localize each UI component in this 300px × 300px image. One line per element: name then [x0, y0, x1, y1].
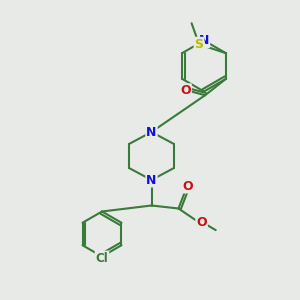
Text: S: S: [195, 38, 204, 51]
Text: O: O: [180, 84, 191, 97]
Text: Cl: Cl: [96, 251, 108, 265]
Text: O: O: [196, 216, 207, 229]
Text: O: O: [182, 179, 193, 193]
Text: N: N: [146, 173, 157, 187]
Text: N: N: [146, 125, 157, 139]
Text: N: N: [199, 34, 209, 47]
